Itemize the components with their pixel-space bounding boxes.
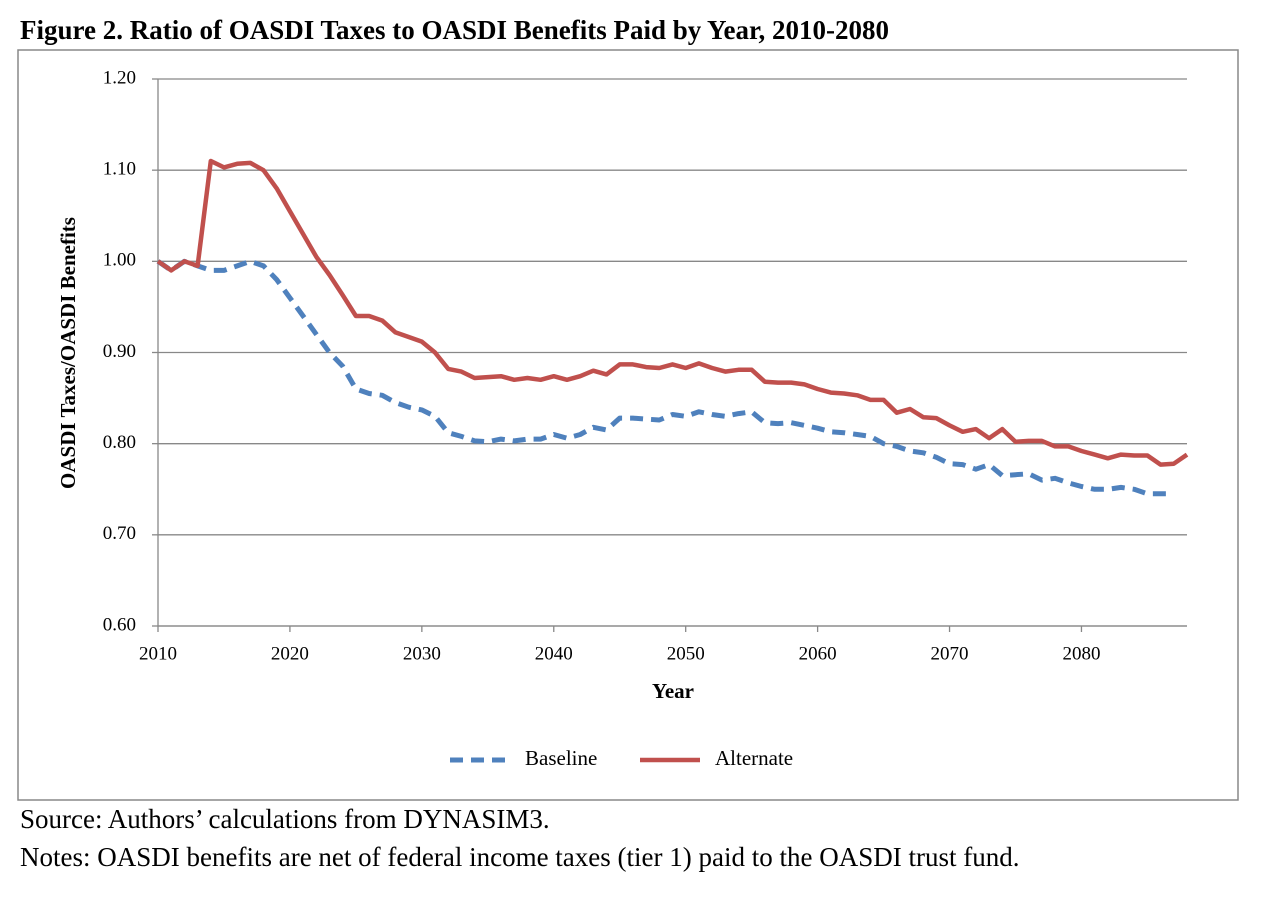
y-tick-label: 0.80 — [103, 432, 136, 453]
x-tick-label: 2070 — [931, 643, 969, 664]
legend-label: Baseline — [525, 746, 597, 770]
chart-title: Figure 2. Ratio of OASDI Taxes to OASDI … — [20, 15, 889, 45]
y-tick-label: 0.70 — [103, 523, 136, 544]
chart-frame — [17, 49, 1239, 801]
x-tick-label: 2040 — [535, 643, 573, 664]
x-tick-label: 2030 — [403, 643, 441, 664]
series-line — [156, 258, 1174, 497]
series-line — [156, 158, 1189, 467]
x-tick-label: 2020 — [271, 643, 309, 664]
legend-label: Alternate — [715, 746, 793, 770]
x-tick-label: 2010 — [139, 643, 177, 664]
y-tick-label: 1.20 — [103, 67, 136, 88]
x-tick-label: 2050 — [667, 643, 705, 664]
y-tick-label: 1.00 — [103, 250, 136, 271]
source-note: Source: Authors’ calculations from DYNAS… — [20, 804, 550, 834]
x-axis-label: Year — [652, 679, 694, 703]
y-axis-label: OASDI Taxes/OASDI Benefits — [56, 217, 80, 489]
y-tick-label: 1.10 — [103, 159, 136, 180]
y-tick-label: 0.60 — [103, 614, 136, 635]
y-tick-label: 0.90 — [103, 341, 136, 362]
x-tick-label: 2080 — [1062, 643, 1100, 664]
x-tick-label: 2060 — [799, 643, 837, 664]
notes: Notes: OASDI benefits are net of federal… — [20, 842, 1019, 872]
